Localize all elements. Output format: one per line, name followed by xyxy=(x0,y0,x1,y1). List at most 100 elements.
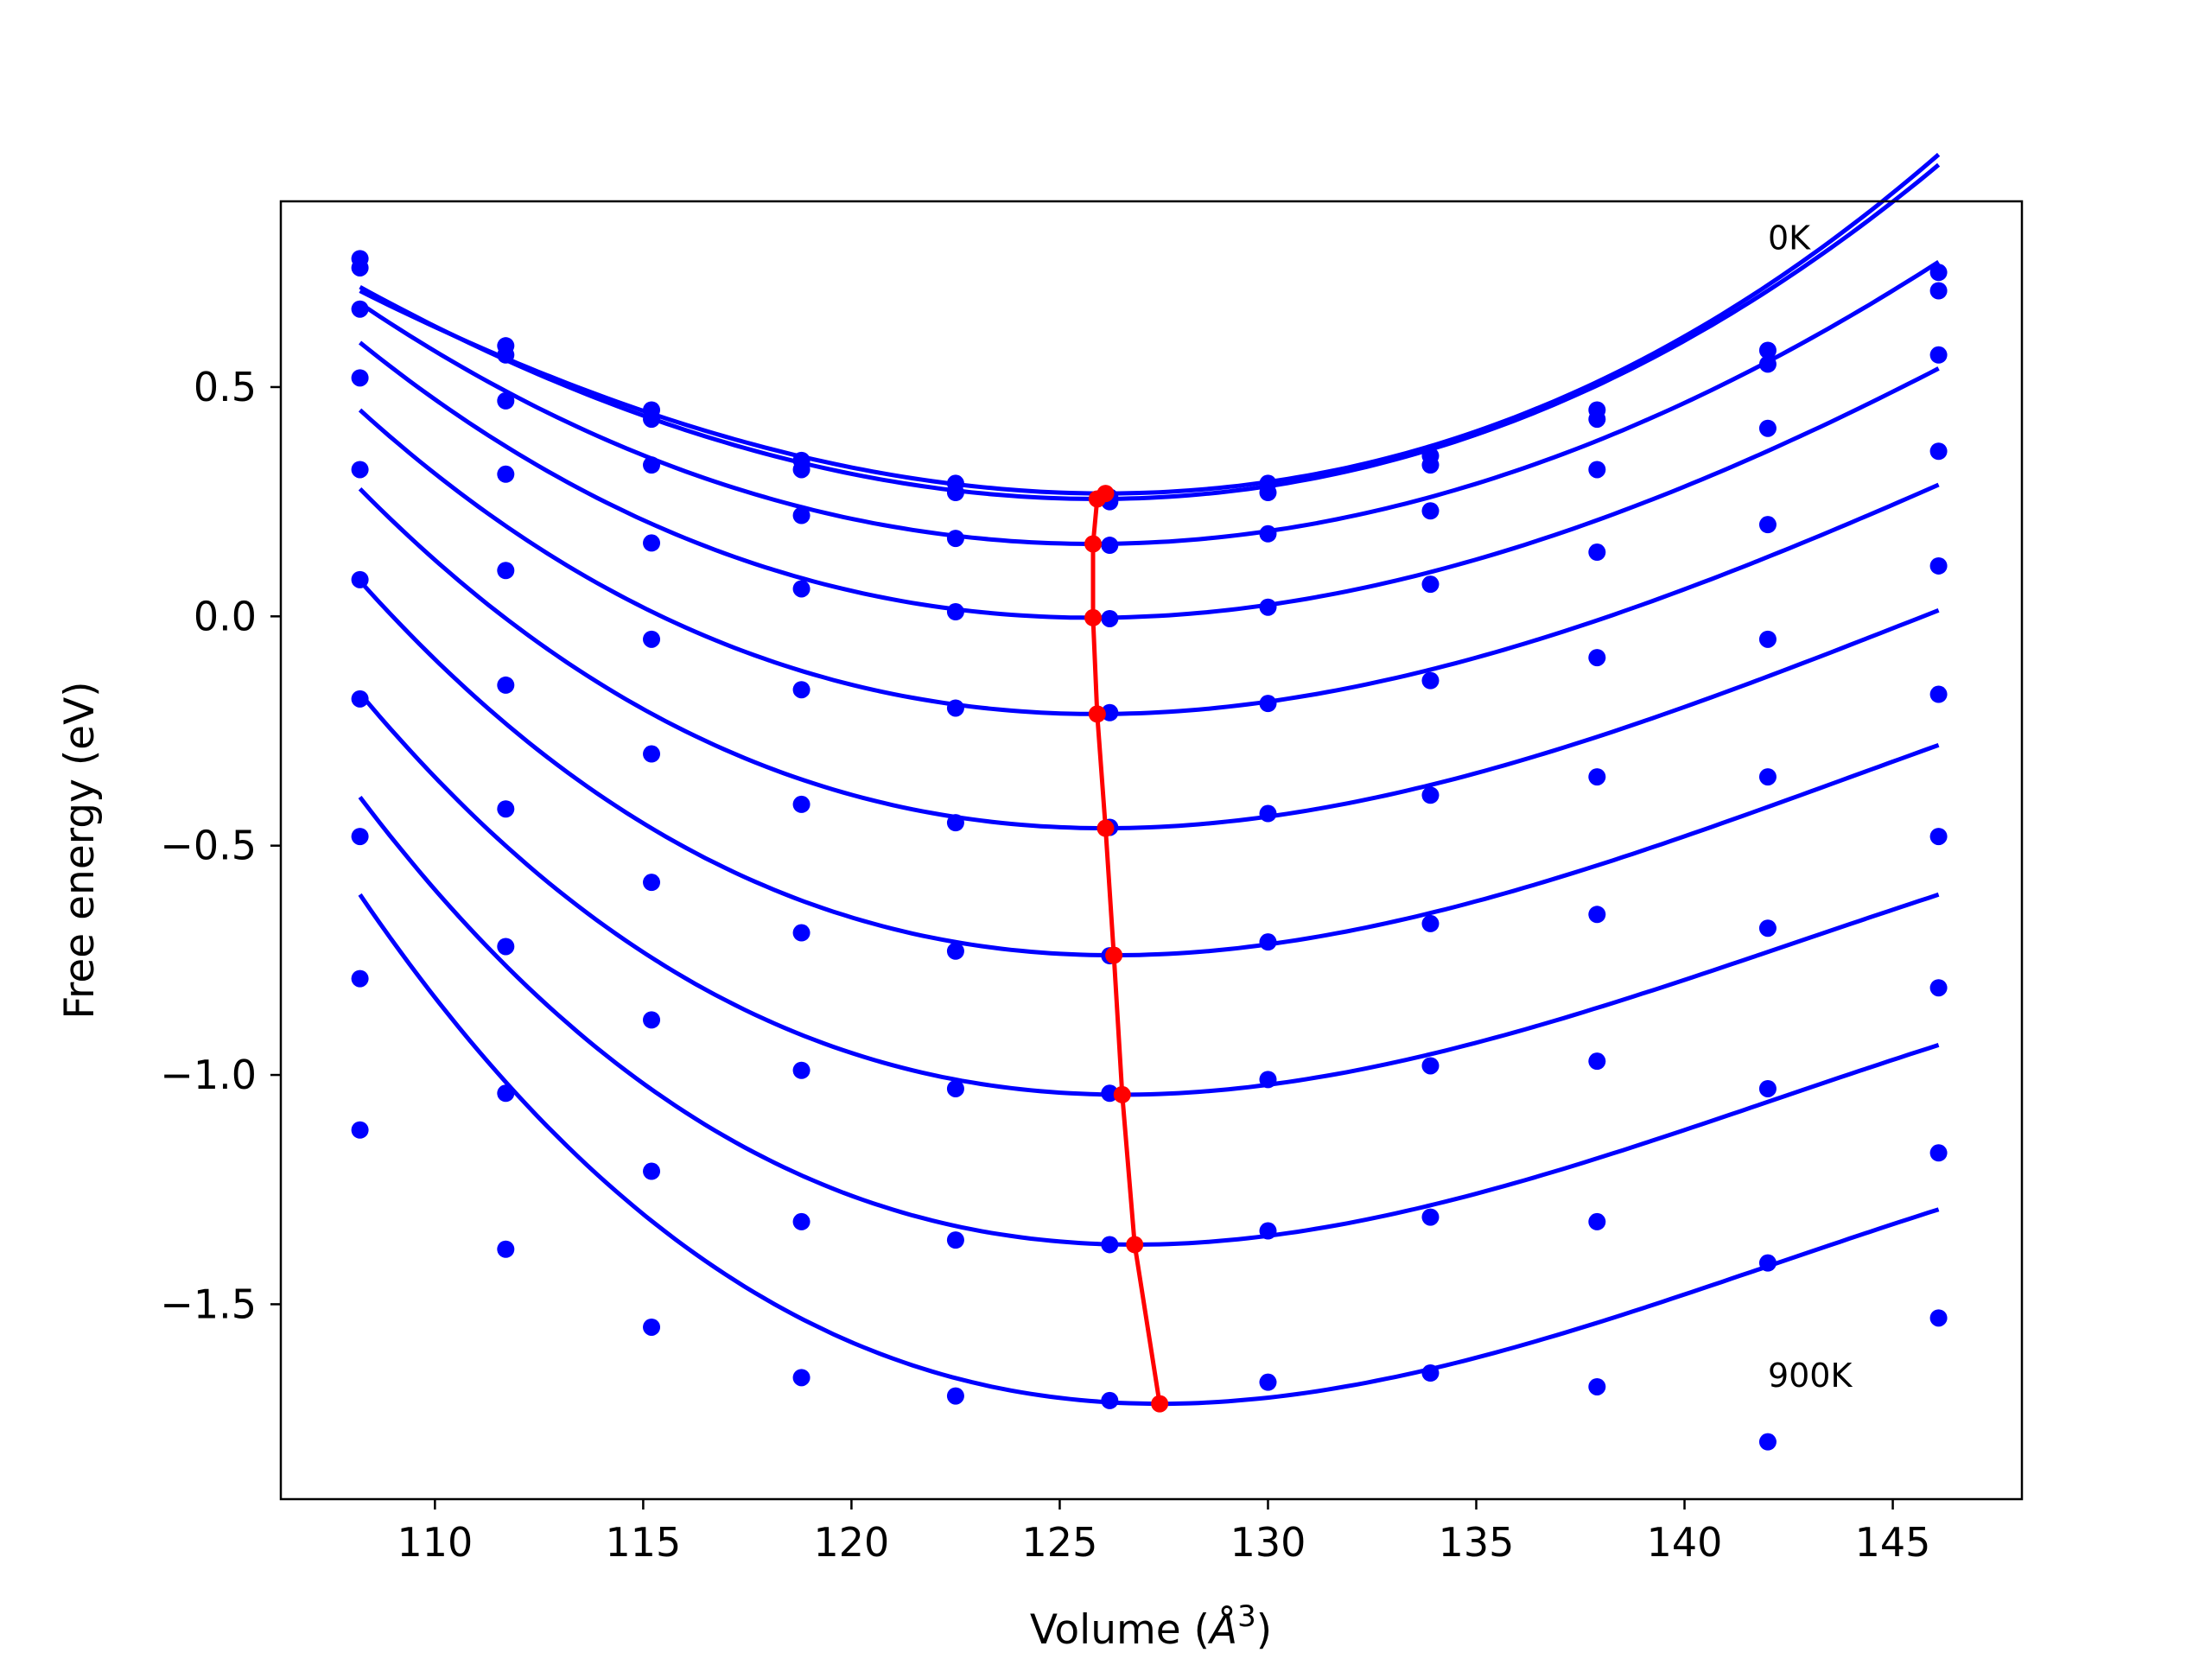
data-point xyxy=(1929,979,1948,997)
data-point xyxy=(1101,537,1119,555)
data-point xyxy=(351,969,369,988)
minimum-point xyxy=(1084,608,1103,626)
data-point xyxy=(1101,1084,1119,1103)
data-point xyxy=(1421,1208,1440,1226)
data-point xyxy=(1929,442,1948,461)
data-point xyxy=(792,506,810,524)
y-tick-label: 0.0 xyxy=(194,593,257,639)
data-point xyxy=(1758,1433,1777,1451)
data-point xyxy=(792,924,810,942)
x-tick-label: 140 xyxy=(1647,1519,1723,1566)
data-point xyxy=(1259,804,1277,823)
data-point xyxy=(351,300,369,318)
data-point xyxy=(1929,1309,1948,1327)
data-point xyxy=(946,603,964,621)
x-tick-label: 125 xyxy=(1022,1519,1098,1566)
x-tick-label: 145 xyxy=(1855,1519,1931,1566)
data-point xyxy=(497,676,515,694)
data-point xyxy=(1421,502,1440,520)
data-point xyxy=(1101,1391,1119,1409)
data-point xyxy=(1259,524,1277,543)
data-point xyxy=(497,800,515,818)
fit-curve xyxy=(359,152,1941,496)
data-point xyxy=(1588,1377,1606,1395)
data-point xyxy=(643,745,661,763)
data-point xyxy=(1929,264,1948,282)
data-point xyxy=(351,461,369,479)
data-point xyxy=(1101,609,1119,627)
data-point xyxy=(946,1387,964,1405)
minimum-point xyxy=(1084,535,1103,553)
fit-curve xyxy=(358,795,1940,1247)
data-point xyxy=(643,534,661,552)
data-point xyxy=(946,1231,964,1249)
data-point xyxy=(1588,1052,1606,1071)
data-point xyxy=(1101,703,1119,721)
x-tick-label: 110 xyxy=(397,1519,473,1566)
data-point xyxy=(946,1079,964,1097)
fit-curve xyxy=(358,893,1940,1407)
data-point xyxy=(643,1011,661,1029)
data-point xyxy=(497,1084,515,1103)
data-point xyxy=(1588,410,1606,429)
data-point xyxy=(792,1369,810,1387)
minimum-energy-path xyxy=(1084,485,1169,1413)
data-point xyxy=(1259,1071,1277,1089)
data-points xyxy=(351,250,1948,1451)
data-point xyxy=(1588,649,1606,667)
data-point xyxy=(1588,768,1606,786)
data-point xyxy=(1929,556,1948,575)
data-point xyxy=(1588,906,1606,924)
data-point xyxy=(1421,786,1440,804)
data-point xyxy=(1421,914,1440,932)
data-point xyxy=(1588,543,1606,562)
data-point xyxy=(1758,1254,1777,1272)
fit-curve xyxy=(358,408,1940,716)
y-axis-label: Free energy (eV) xyxy=(56,681,104,1019)
data-point xyxy=(1421,575,1440,594)
data-point xyxy=(1929,346,1948,364)
fit-curve xyxy=(358,486,1940,830)
data-point xyxy=(351,690,369,708)
data-point xyxy=(1929,1144,1948,1162)
minimum-line xyxy=(1090,492,1162,1404)
data-point xyxy=(497,938,515,956)
x-tick-label: 120 xyxy=(814,1519,890,1566)
data-point xyxy=(497,1240,515,1258)
data-point xyxy=(1929,828,1948,846)
data-point xyxy=(351,369,369,387)
data-point xyxy=(1758,419,1777,437)
data-point xyxy=(1758,768,1777,786)
y-tick-label: −1.5 xyxy=(160,1281,257,1327)
data-point xyxy=(1259,598,1277,616)
minimum-point xyxy=(1096,819,1115,837)
y-tick-label: −1.0 xyxy=(160,1052,257,1098)
data-point xyxy=(792,461,810,479)
data-point xyxy=(351,1121,369,1139)
fit-curve xyxy=(359,259,1940,547)
data-point xyxy=(351,570,369,588)
fit-curves xyxy=(358,152,1941,1407)
temperature-annotation: 0K xyxy=(1768,219,1811,257)
data-point xyxy=(497,465,515,483)
data-point xyxy=(946,699,964,717)
data-point xyxy=(1758,341,1777,359)
data-point xyxy=(1259,484,1277,502)
data-point xyxy=(643,874,661,892)
fit-curve xyxy=(359,162,1941,501)
data-point xyxy=(497,346,515,364)
data-point xyxy=(946,484,964,502)
data-point xyxy=(1421,1364,1440,1382)
data-point xyxy=(946,814,964,832)
data-point xyxy=(643,410,661,429)
data-point xyxy=(792,795,810,813)
y-axis-ticks: 0.5 0.0 −0.5 −1.0 −1.5 xyxy=(160,364,281,1327)
fit-curve xyxy=(358,579,1940,957)
minimum-point xyxy=(1126,1236,1144,1254)
minimum-point xyxy=(1113,1085,1131,1103)
data-point xyxy=(1421,456,1440,474)
data-point xyxy=(1421,1057,1440,1075)
x-axis-ticks: 110 115 120 125 130 135 140 145 xyxy=(397,1499,1930,1566)
data-point xyxy=(1101,1236,1119,1254)
